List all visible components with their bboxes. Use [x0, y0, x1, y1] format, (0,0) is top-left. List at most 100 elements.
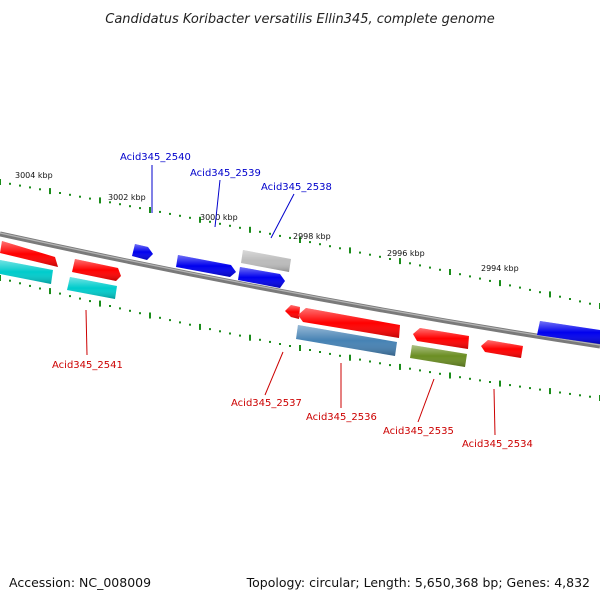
minor-tick: [519, 286, 521, 289]
gene-feature-acid345-2538[interactable]: [241, 250, 291, 272]
minor-tick: [279, 343, 281, 345]
major-tick: [99, 197, 101, 204]
genome-summary-text: Topology: circular; Length: 5,650,368 bp…: [246, 575, 590, 590]
ruler-label-2994: 2994 kbp: [481, 264, 519, 273]
minor-tick: [519, 385, 521, 388]
minor-tick: [509, 384, 511, 387]
major-tick: [349, 354, 351, 361]
genome-backbone: [0, 231, 600, 349]
major-tick: [499, 280, 501, 287]
minor-tick: [79, 297, 81, 300]
major-tick: [299, 237, 301, 243]
minor-tick: [419, 264, 421, 267]
gene-label-acid345-2541[interactable]: Acid345_2541: [52, 360, 123, 371]
gene-feature[interactable]: [72, 259, 121, 281]
gene-feature[interactable]: [296, 325, 397, 356]
gene-label-acid345-2537[interactable]: Acid345_2537: [231, 398, 302, 409]
minor-tick: [169, 212, 171, 215]
minor-tick: [39, 188, 41, 191]
gene-feature-acid345-2534[interactable]: [481, 340, 523, 358]
minor-tick: [569, 392, 571, 395]
gene-label-acid345-2534[interactable]: Acid345_2534: [462, 439, 533, 450]
minor-tick: [539, 291, 541, 294]
minor-tick: [489, 381, 491, 383]
major-tick: [149, 312, 151, 319]
major-tick: [199, 323, 201, 330]
gene-feature-acid345-2537[interactable]: [285, 305, 300, 319]
ruler-label-3000: 3000 kbp: [200, 213, 238, 222]
minor-tick: [29, 186, 31, 189]
major-tick: [299, 345, 301, 351]
major-tick: [199, 216, 201, 223]
minor-tick: [459, 273, 461, 276]
minor-tick: [9, 279, 11, 282]
gene-feature-acid345-2535[interactable]: [410, 345, 467, 367]
leader-line: [214, 179, 221, 228]
gene-feature[interactable]: [238, 267, 285, 288]
minor-tick: [359, 251, 361, 254]
minor-tick: [109, 201, 111, 204]
minor-tick: [409, 262, 411, 265]
minor-tick: [469, 275, 471, 278]
major-tick: [449, 372, 451, 379]
minor-tick: [69, 295, 71, 298]
minor-tick: [129, 309, 131, 312]
gene-feature-acid345-2539[interactable]: [176, 255, 236, 277]
minor-tick: [29, 284, 31, 287]
minor-tick: [339, 354, 341, 357]
leader-line: [85, 309, 88, 356]
minor-tick: [489, 279, 491, 282]
leader-line: [270, 193, 295, 239]
major-tick: [0, 179, 1, 185]
minor-tick: [379, 255, 381, 258]
major-tick: [99, 300, 101, 307]
minor-tick: [129, 205, 131, 208]
gene-label-acid345-2539[interactable]: Acid345_2539: [190, 168, 261, 179]
minor-tick: [139, 312, 141, 315]
gene-feature[interactable]: [413, 328, 469, 349]
major-tick: [149, 207, 151, 213]
tick-ring-inner: [0, 275, 600, 401]
minor-tick: [89, 197, 91, 200]
minor-tick: [109, 305, 111, 307]
minor-tick: [409, 367, 411, 370]
minor-tick: [339, 247, 341, 250]
gene-label-acid345-2535[interactable]: Acid345_2535: [383, 426, 454, 437]
major-tick: [399, 258, 401, 265]
minor-tick: [289, 236, 291, 239]
gene-label-acid345-2540[interactable]: Acid345_2540: [120, 152, 191, 163]
minor-tick: [89, 300, 91, 303]
minor-tick: [429, 266, 431, 269]
gene-feature-acid345-2536[interactable]: [298, 308, 400, 338]
minor-tick: [159, 316, 161, 319]
gene-feature[interactable]: [67, 277, 117, 299]
minor-tick: [529, 288, 531, 291]
gene-label-acid345-2536[interactable]: Acid345_2536: [306, 412, 377, 423]
leader-line: [493, 388, 496, 436]
gene-feature[interactable]: [0, 241, 58, 267]
minor-tick: [389, 258, 391, 260]
major-tick: [0, 275, 1, 281]
major-tick: [449, 269, 451, 275]
gene-label-acid345-2538[interactable]: Acid345_2538: [261, 182, 332, 193]
minor-tick: [259, 230, 261, 233]
minor-tick: [239, 334, 241, 337]
gene-feature-acid345-2540[interactable]: [132, 244, 153, 260]
minor-tick: [419, 369, 421, 372]
minor-tick: [309, 241, 311, 244]
minor-tick: [119, 307, 121, 310]
accession-text: Accession: NC_008009: [9, 575, 151, 590]
gene-feature[interactable]: [537, 321, 600, 344]
map-title: Candidatus Koribacter versatilis Ellin34…: [105, 12, 494, 27]
minor-tick: [589, 395, 591, 398]
minor-tick: [159, 210, 161, 213]
minor-tick: [289, 345, 291, 347]
gene-feature-acid345-2541[interactable]: [0, 260, 53, 284]
major-tick: [399, 363, 401, 370]
leader-line: [417, 378, 435, 423]
minor-tick: [479, 277, 481, 280]
minor-tick: [39, 287, 41, 290]
minor-tick: [59, 192, 61, 194]
major-tick: [249, 226, 251, 233]
minor-tick: [509, 284, 511, 287]
